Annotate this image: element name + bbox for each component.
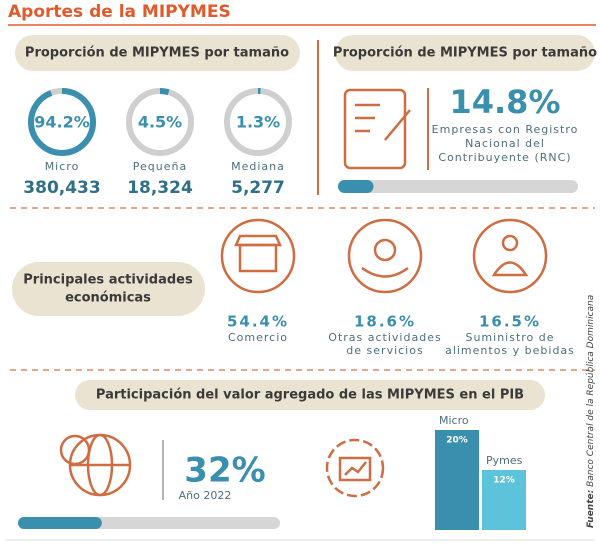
globe-icon [59, 433, 132, 497]
bar [482, 470, 526, 530]
activity-caption: Otras actividades [328, 331, 441, 344]
bar-name: Pymes [486, 454, 523, 467]
progress-track [338, 180, 578, 193]
bar-label: 20% [446, 436, 468, 446]
source: Fuente: Banco Central de la República Do… [586, 295, 596, 528]
gdp-year: Año 2022 [179, 489, 232, 502]
ring-arc [126, 88, 194, 156]
source-prefix: Fuente: [586, 490, 596, 528]
size-count: 5,277 [231, 178, 285, 198]
gdp-percent: 32% [184, 451, 265, 491]
section-title: Principales actividades [23, 273, 193, 288]
ring-arc [224, 88, 292, 156]
ring-arc [28, 88, 96, 156]
activity-caption: Suministro de [465, 331, 554, 344]
size-count: 18,324 [127, 178, 193, 198]
section-title: Proporción de MIPYMES por tamaño [333, 46, 597, 61]
activity-caption: Comercio [228, 331, 288, 344]
section-title: Participación del valor agregado de las … [96, 388, 524, 403]
size-label: Micro [45, 160, 80, 173]
bars: Micro 20% Pymes 12% [435, 414, 526, 530]
progress-fill [18, 517, 102, 529]
ring-label: 1.3% [236, 113, 280, 132]
title: Aportes de la MIPYMES [8, 2, 231, 22]
rings: 94.2% Micro 380,433 4.5% Pequeña 18,324 1.3% Me… [23, 88, 292, 198]
bar [435, 430, 479, 530]
activity-caption: de servicios [346, 344, 423, 357]
activity-percent: 54.4% [227, 313, 289, 331]
section-title: económicas [65, 291, 151, 306]
ring-label: 94.2% [34, 113, 90, 132]
size-label: Pequeña [133, 160, 187, 173]
activity-percent: 16.5% [479, 313, 541, 331]
activity-icons [220, 218, 548, 294]
tablet-icon [343, 88, 411, 170]
pill [12, 262, 205, 316]
pill [15, 35, 300, 71]
rnc-caption: Contribuyente (RNC) [438, 151, 571, 164]
progress-fill [338, 180, 374, 193]
size-count: 380,433 [23, 178, 100, 198]
ring-label: 4.5% [138, 113, 182, 132]
section-title: Proporción de MIPYMES por tamaño [25, 46, 289, 61]
bar-label: 12% [493, 476, 515, 486]
bar-name: Micro [439, 414, 469, 427]
size-label: Mediana [231, 160, 285, 173]
rnc-percent: 14.8% [449, 83, 560, 121]
rnc-caption: Nacional del [465, 137, 545, 150]
gear-icon [325, 438, 385, 498]
pill [335, 35, 595, 71]
rnc-caption: Empresas con Registro [432, 123, 579, 136]
pill [75, 380, 545, 410]
source-text: Banco Central de la República Dominicana [586, 295, 596, 487]
activity-caption: alimentos y bebidas [445, 344, 575, 357]
activity-percent: 18.6% [354, 313, 416, 331]
